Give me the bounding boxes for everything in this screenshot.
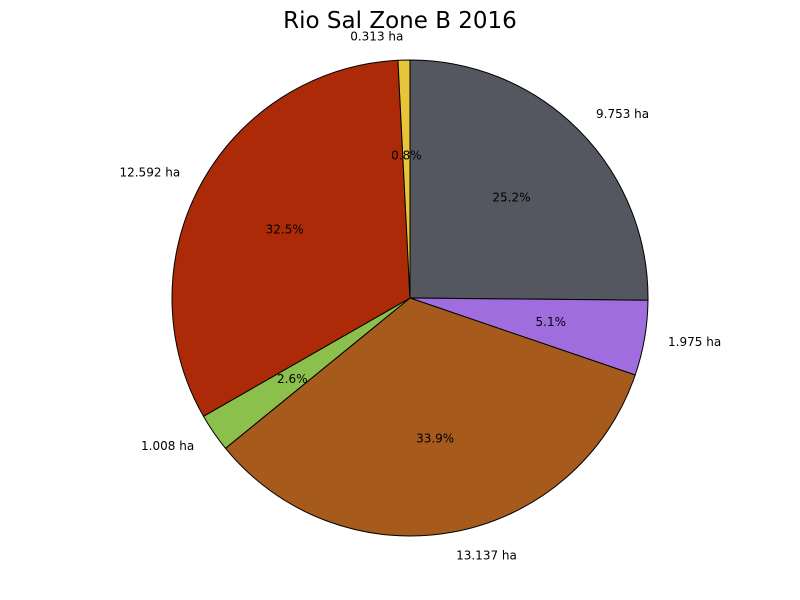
slice-percent-label: 0.8% [391, 148, 422, 162]
pie-slice [409, 59, 649, 301]
slice-percent-label: 32.5% [266, 223, 304, 237]
pie-slice [171, 59, 411, 417]
slice-value-label: 13.137 ha [456, 549, 517, 563]
slice-percent-label: 33.9% [416, 432, 454, 446]
slice-value-label: 0.313 ha [350, 29, 403, 43]
chart-title: Rio Sal Zone B 2016 [283, 8, 517, 34]
slice-percent-label: 2.6% [277, 372, 308, 386]
slice-value-label: 1.975 ha [668, 335, 721, 349]
slice-percent-label: 5.1% [536, 315, 567, 329]
slice-value-label: 1.008 ha [141, 439, 194, 453]
slice-value-label: 9.753 ha [596, 107, 649, 121]
pie-labels: 9.753 ha 25.2% 1.975 ha 5.1% 13.137 ha 33.9% 1… [119, 29, 721, 562]
pie-slice [397, 59, 411, 299]
slice-value-label: 12.592 ha [119, 166, 180, 180]
pie-slices [171, 59, 649, 537]
slice-percent-label: 25.2% [492, 191, 530, 205]
pie-slice [224, 297, 636, 537]
